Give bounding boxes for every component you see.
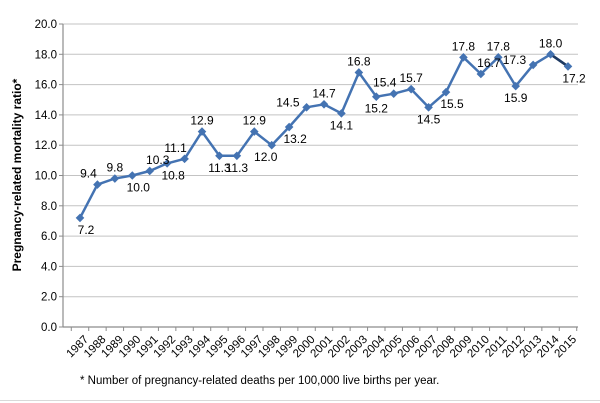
data-label-1995: 11.3 (208, 161, 231, 175)
data-point-2004 (371, 92, 381, 102)
data-point-2011 (493, 53, 503, 62)
data-label-2011: 17.8 (487, 39, 511, 53)
data-point-2013 (528, 60, 538, 70)
data-label-1997: 12.9 (243, 114, 267, 128)
data-label-2010: 16.7 (477, 56, 501, 70)
data-point-2006 (406, 84, 416, 94)
data-label-1993: 11.1 (164, 141, 187, 155)
data-point-1993 (180, 154, 189, 164)
data-point-1998 (267, 140, 277, 150)
data-label-2006: 15.7 (399, 71, 423, 85)
data-label-2014: 18.0 (539, 36, 563, 50)
data-point-1994 (197, 127, 207, 136)
data-points (75, 50, 573, 223)
data-point-1988 (93, 180, 102, 189)
y-tick-label-6: 6.0 (41, 231, 57, 243)
data-label-2012: 15.9 (504, 91, 528, 105)
data-label-1988: 9.4 (80, 167, 97, 181)
data-point-2012 (511, 81, 521, 91)
data-point-2003 (354, 68, 364, 77)
data-point-1997 (249, 127, 259, 136)
data-point-2008 (441, 87, 451, 97)
data-point-2007 (424, 103, 433, 112)
data-label-1999: 13.2 (283, 132, 307, 146)
y-tick-label-4: 4.0 (41, 261, 57, 273)
data-point-2005 (389, 89, 399, 98)
data-label-2004: 15.2 (365, 102, 389, 116)
y-tick-label-2: 2.0 (41, 292, 57, 304)
data-point-1989 (110, 174, 120, 183)
data-label-2008: 15.5 (440, 97, 464, 111)
data-point-2014 (546, 50, 555, 59)
y-tick-label-10: 10.0 (35, 171, 57, 183)
y-tick-label-12: 12.0 (35, 140, 57, 152)
y-tick-label-16: 16.0 (35, 80, 57, 92)
data-point-2000 (302, 103, 311, 112)
data-point-2009 (459, 53, 468, 62)
data-point-2002 (337, 109, 346, 118)
data-label-2013: 17.3 (503, 53, 527, 67)
data-label-2001: 14.7 (312, 86, 336, 100)
data-label-2002: 14.1 (330, 118, 354, 132)
x-axis-ticks (70, 327, 578, 331)
data-label-1990: 10.0 (127, 181, 151, 195)
data-point-1992 (162, 159, 172, 168)
data-point-1996 (232, 151, 242, 161)
y-tick-label-8: 8.0 (41, 201, 57, 213)
y-tick-label-18: 18.0 (35, 49, 57, 61)
data-label-2005: 15.4 (373, 76, 397, 90)
data-point-1990 (127, 171, 137, 180)
data-label-1994: 12.9 (190, 114, 214, 128)
data-label-1987: 7.2 (78, 223, 95, 237)
data-label-2000: 14.5 (276, 95, 300, 109)
data-label-1989: 9.8 (107, 161, 124, 175)
chart-footnote: * Number of pregnancy-related deaths per… (80, 375, 440, 387)
data-point-2010 (476, 69, 486, 79)
series-final-segment (549, 53, 570, 68)
data-label-2007: 14.5 (417, 112, 441, 126)
series-line (78, 53, 570, 220)
gridlines (63, 23, 578, 298)
data-point-1987 (75, 213, 85, 223)
data-label-1992: 10.8 (161, 168, 185, 182)
data-point-1991 (145, 166, 155, 176)
data-labels: 7.29.4 9.810.010.310.811.112.911.311.312.… (78, 36, 586, 237)
data-label-1998: 12.0 (254, 150, 278, 164)
y-tick-label-20: 20.0 (35, 19, 57, 31)
data-point-1995 (215, 151, 224, 161)
y-tick-label-14: 14.0 (35, 110, 57, 122)
y-axis-title: Pregnancy-related mortality ratio* (10, 78, 24, 272)
data-point-2015 (563, 62, 573, 71)
data-label-1996: 11.3 (226, 161, 249, 175)
bottom-edge-line (0, 400, 600, 401)
data-label-2009: 17.8 (452, 39, 476, 53)
x-axis-labels: 1987198819891990199119921993199419951996… (65, 333, 580, 360)
y-axis-ticks: 0.0 2.0 4.0 6.0 8.0 10.0 12.0 14.0 16.0 18.0 20.0 (35, 19, 63, 334)
data-label-1991: 10.3 (146, 153, 170, 167)
data-point-2001 (319, 99, 329, 109)
y-tick-label-0: 0.0 (41, 322, 57, 334)
data-point-1999 (284, 122, 294, 132)
data-label-2003: 16.8 (347, 54, 371, 68)
data-label-2015: 17.2 (562, 71, 586, 85)
